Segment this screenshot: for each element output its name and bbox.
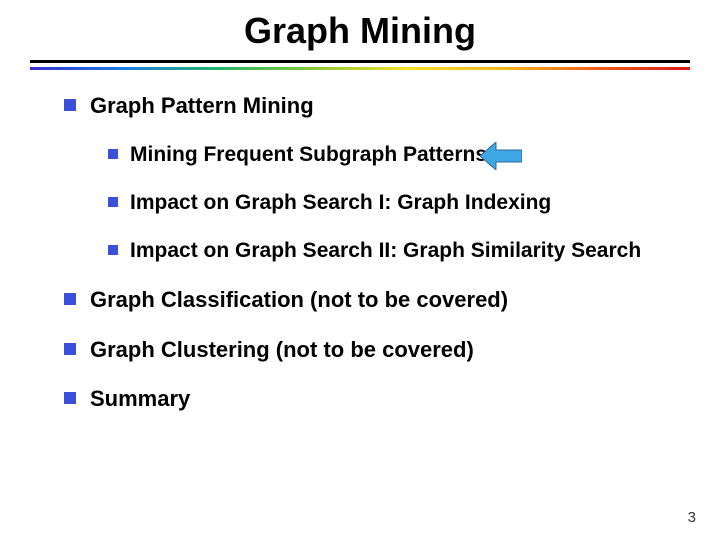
list-item: Impact on Graph Search I: Graph Indexing	[108, 190, 680, 216]
sub-list: Mining Frequent Subgraph Patterns Impact…	[64, 142, 680, 265]
item-label: Graph Clustering (not to be covered)	[90, 336, 474, 364]
list-item: Mining Frequent Subgraph Patterns	[108, 142, 680, 168]
slide: Graph Mining Graph Pattern Mining Mining…	[0, 0, 720, 540]
square-bullet-icon	[64, 99, 76, 111]
item-label: Graph Classification (not to be covered)	[90, 286, 508, 314]
square-bullet-icon	[64, 392, 76, 404]
title-wrap: Graph Mining	[0, 0, 720, 70]
square-bullet-icon	[108, 197, 118, 207]
square-bullet-icon	[108, 245, 118, 255]
square-bullet-icon	[108, 149, 118, 159]
item-label: Mining Frequent Subgraph Patterns	[130, 142, 487, 168]
title-underline-black	[30, 60, 690, 63]
list-item: Summary	[64, 385, 680, 413]
list-item: Graph Pattern Mining	[64, 92, 680, 120]
list-item: Impact on Graph Search II: Graph Similar…	[108, 238, 680, 264]
list-item: Graph Clustering (not to be covered)	[64, 336, 680, 364]
pointer-arrow-icon	[480, 142, 522, 170]
square-bullet-icon	[64, 293, 76, 305]
page-number: 3	[688, 509, 696, 526]
item-label: Summary	[90, 385, 190, 413]
item-label: Impact on Graph Search II: Graph Similar…	[130, 238, 641, 264]
content-area: Graph Pattern Mining Mining Frequent Sub…	[0, 70, 720, 413]
slide-title: Graph Mining	[0, 10, 720, 52]
item-label: Graph Pattern Mining	[90, 92, 314, 120]
square-bullet-icon	[64, 343, 76, 355]
list-item: Graph Classification (not to be covered)	[64, 286, 680, 314]
item-label: Impact on Graph Search I: Graph Indexing	[130, 190, 551, 216]
